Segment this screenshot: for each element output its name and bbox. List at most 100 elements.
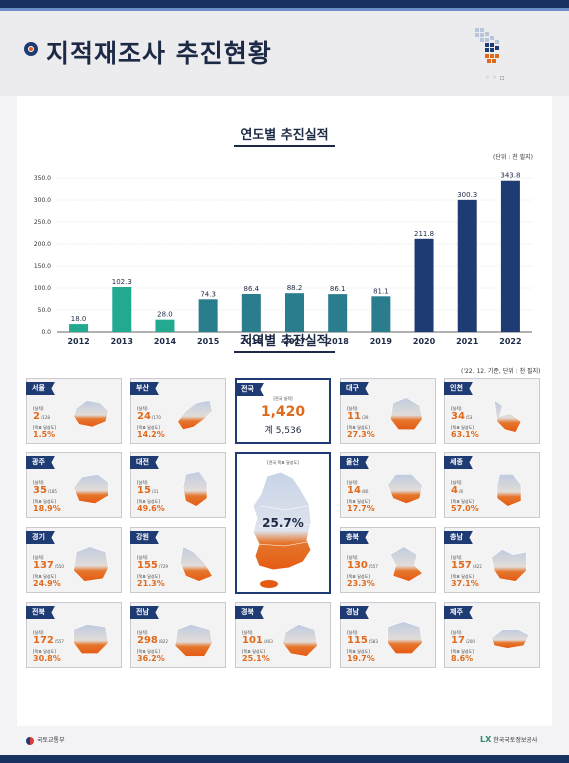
record-total: /31: [151, 489, 159, 494]
record-total: /557: [54, 639, 64, 644]
record-total: /170: [151, 415, 161, 420]
y-tick-label: 50.0: [38, 307, 52, 314]
record-number: 4: [451, 485, 458, 496]
record-label: [실적]: [347, 406, 358, 411]
record-label: [실적]: [33, 630, 44, 635]
record-number: 35: [33, 485, 47, 496]
svg-text:◦ ◦ ▫: ◦ ◦ ▫: [485, 73, 505, 82]
region-card: 경북 [실적] 101/403 [목표 달성도] 25.1%: [235, 602, 331, 668]
goal-rate-label: [목표 달성도]: [33, 574, 56, 579]
lx-logo: LX 한국국토정보공사: [480, 735, 537, 744]
ministry-logo: 국토교통부: [26, 735, 65, 745]
data-label: 74.3: [200, 290, 216, 298]
region-map-icon: [390, 397, 423, 430]
record-value: 115/583: [347, 635, 378, 646]
bottom-accent-bar: [0, 755, 569, 763]
regional-unit-label: ('22. 12. 기준, 단위 : 천 필지): [461, 368, 541, 375]
goal-rate-label: [목표 달성도]: [137, 425, 160, 430]
x-tick-label: 2013: [111, 337, 133, 346]
y-tick-label: 0.0: [41, 329, 51, 336]
goal-rate-value: 36.2%: [137, 654, 165, 663]
record-number: 34: [451, 411, 465, 422]
y-tick-label: 350.0: [34, 175, 51, 182]
x-tick-label: 2021: [456, 337, 479, 346]
national-tag: 전국: [235, 383, 264, 396]
region-map-icon: [387, 621, 423, 654]
x-tick-label: 2015: [197, 337, 220, 346]
region-card: 울산 [실적] 14/80 [목표 달성도] 17.7%: [340, 452, 436, 518]
record-number: 130: [347, 560, 368, 571]
goal-rate-label: [목표 달성도]: [451, 649, 474, 654]
goal-rate-label: [목표 달성도]: [137, 499, 160, 504]
region-name: 인천: [444, 382, 473, 395]
bar: [414, 238, 434, 332]
goal-rate-label: [목표 달성도]: [347, 425, 370, 430]
record-number: 2: [33, 411, 40, 422]
goal-rate-label: [목표 달성도]: [137, 574, 160, 579]
record-number: 14: [347, 485, 361, 496]
goal-rate-label: [목표 달성도]: [347, 574, 370, 579]
record-label: [실적]: [242, 630, 253, 635]
data-label: 211.8: [414, 230, 434, 238]
record-value: 137/550: [33, 560, 64, 571]
record-value: 35/185: [33, 485, 57, 496]
region-map-icon: [73, 474, 109, 504]
x-tick-label: 2017: [283, 337, 305, 346]
yearly-section-title: 연도별 추진실적: [17, 122, 552, 147]
record-number: 11: [347, 411, 361, 422]
goal-rate-label: [목표 달성도]: [451, 499, 474, 504]
record-value: 4/8: [451, 485, 463, 496]
record-label: [실적]: [347, 630, 358, 635]
record-label: [실적]: [347, 555, 358, 560]
goal-rate-value: 14.2%: [137, 430, 165, 439]
x-tick-label: 2018: [327, 337, 350, 346]
region-name: 경북: [235, 606, 264, 619]
region-card: 충북 [실적] 130/557 [목표 달성도] 23.3%: [340, 527, 436, 593]
bar: [112, 286, 132, 332]
goal-rate-value: 27.3%: [347, 430, 375, 439]
record-label: [실적]: [137, 630, 148, 635]
goal-rate-value: 57.0%: [451, 504, 479, 513]
x-tick-label: 2022: [499, 337, 521, 346]
region-name: 경남: [340, 606, 369, 619]
region-map-icon: [174, 624, 213, 657]
region-name: 부산: [130, 382, 159, 395]
record-total: /422: [472, 564, 482, 569]
national-record-card: 전국 [전국 실적] 1,420 계 5,536: [235, 378, 331, 444]
yearly-unit-label: (단위 : 천 필지): [493, 154, 534, 161]
record-total: /550: [54, 564, 64, 569]
page-title: 지적재조사 추진현황: [46, 39, 272, 68]
record-label: [실적]: [347, 480, 358, 485]
record-label: [실적]: [137, 480, 148, 485]
korea-map-logo-icon: ◦ ◦ ▫: [475, 28, 505, 82]
region-name: 전북: [26, 606, 55, 619]
x-tick-label: 2020: [413, 337, 436, 346]
ministry-emblem-icon: [26, 736, 34, 745]
data-label: 81.1: [373, 287, 389, 295]
regional-section-title: 지역별 추진실적: [17, 328, 552, 353]
record-label: [실적]: [33, 555, 44, 560]
record-total: /53: [465, 415, 473, 420]
record-label: [실적]: [137, 555, 148, 560]
region-map-icon: [73, 624, 109, 654]
record-total: /729: [158, 564, 168, 569]
region-card: 서울 [실적] 2/128 [목표 달성도] 1.5%: [26, 378, 122, 444]
y-tick-label: 300.0: [34, 197, 51, 204]
region-card: 인천 [실적] 34/53 [목표 달성도] 63.1%: [444, 378, 540, 444]
bar: [241, 293, 261, 332]
region-name: 제주: [444, 606, 473, 619]
y-tick-label: 150.0: [34, 263, 51, 270]
record-number: 172: [33, 635, 54, 646]
region-name: 충남: [444, 531, 473, 544]
bar: [69, 324, 89, 332]
goal-rate-value: 24.9%: [33, 579, 61, 588]
record-value: 155/729: [137, 560, 168, 571]
content-panel: 연도별 추진실적 (단위 : 천 필지) 0.0 50.0 100.0 150.0 20…: [17, 96, 552, 726]
region-map-icon: [496, 474, 522, 507]
record-value: 298/822: [137, 635, 168, 646]
data-label: 28.0: [157, 311, 173, 319]
region-map-icon: [182, 471, 208, 507]
record-number: 17: [451, 635, 465, 646]
goal-rate-label: [목표 달성도]: [347, 499, 370, 504]
record-number: 101: [242, 635, 263, 646]
